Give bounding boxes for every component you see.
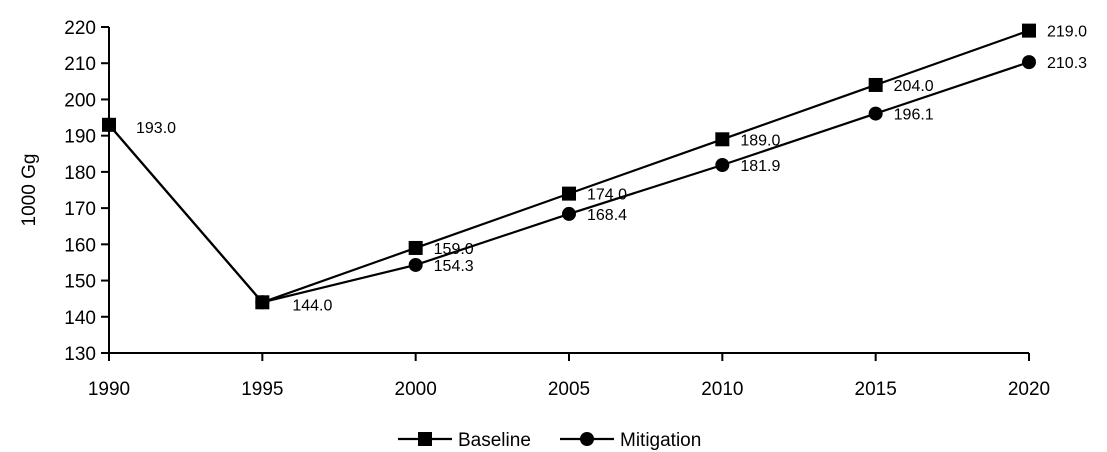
- data-point-circle: [408, 257, 423, 272]
- x-tick-label: 2005: [548, 379, 590, 400]
- y-tick-label: 170: [64, 199, 96, 220]
- data-label: 210.3: [1047, 55, 1087, 72]
- y-axis: 130 140 150 160 170 180 190 200 210 220 1000 Gg: [19, 18, 110, 365]
- legend-marker-circle-icon: [580, 432, 594, 446]
- y-tick-label: 180: [64, 163, 96, 184]
- y-tick-label: 150: [64, 272, 96, 293]
- series-group: [102, 23, 1036, 310]
- data-label: 144.0: [292, 297, 332, 314]
- data-point-square: [868, 77, 883, 92]
- series-line-baseline: [108, 29, 1030, 304]
- data-label: 154.3: [434, 258, 474, 275]
- data-label: 219.0: [1047, 24, 1087, 41]
- data-label: 174.0: [587, 187, 627, 204]
- series-mitigation: [102, 55, 1036, 310]
- legend-item-mitigation: Mitigation: [560, 430, 701, 451]
- data-labels: 193.0 144.0 159.0 174.0 189.0 204.0 219.0 154.3…: [136, 24, 1087, 315]
- legend-label-mitigation: Mitigation: [620, 430, 701, 451]
- y-tick-label: 160: [64, 235, 96, 256]
- series-line-mitigation: [108, 61, 1030, 304]
- y-axis-title: 1000 Gg: [19, 154, 40, 227]
- x-tick-label: 2015: [855, 379, 897, 400]
- data-label: 196.1: [894, 107, 934, 124]
- legend-label-baseline: Baseline: [458, 430, 531, 451]
- x-tick-label: 1995: [241, 379, 283, 400]
- data-point-circle: [255, 295, 270, 310]
- data-point-square: [715, 132, 730, 147]
- x-axis: 1990 1995 2000 2005 2010 2015 2020: [88, 352, 1050, 400]
- data-label: 181.9: [740, 158, 780, 175]
- data-point-circle: [715, 158, 730, 173]
- legend-marker-square-icon: [418, 432, 432, 446]
- legend-item-baseline: Baseline: [398, 430, 531, 451]
- x-tick-label: 2010: [701, 379, 743, 400]
- y-tick-label: 130: [64, 344, 96, 365]
- data-point-circle: [562, 206, 576, 221]
- data-label: 159.0: [434, 241, 474, 258]
- data-point-circle: [868, 106, 883, 121]
- data-point-circle: [102, 117, 116, 132]
- data-label: 189.0: [740, 132, 780, 149]
- legend: Baseline Mitigation: [398, 430, 701, 451]
- x-tick-label: 2000: [395, 379, 437, 400]
- x-tick-label: 1990: [88, 379, 130, 400]
- x-ticks: 1990 1995 2000 2005 2010 2015 2020: [88, 353, 1050, 400]
- data-point-circle: [1022, 55, 1036, 70]
- y-tick-label: 190: [64, 127, 96, 148]
- y-ticks: 130 140 150 160 170 180 190 200 210 220: [64, 18, 109, 365]
- data-point-square: [1022, 23, 1036, 38]
- y-tick-label: 140: [64, 308, 96, 329]
- data-label: 204.0: [894, 78, 934, 95]
- data-point-square: [408, 240, 423, 255]
- data-point-square: [562, 186, 576, 201]
- y-tick-label: 200: [64, 90, 96, 111]
- x-tick-label: 2020: [1008, 379, 1050, 400]
- series-baseline: [102, 23, 1036, 310]
- y-tick-label: 220: [64, 18, 96, 39]
- y-tick-label: 210: [64, 54, 96, 75]
- data-label: 168.4: [587, 207, 627, 224]
- data-label: 193.0: [136, 120, 176, 137]
